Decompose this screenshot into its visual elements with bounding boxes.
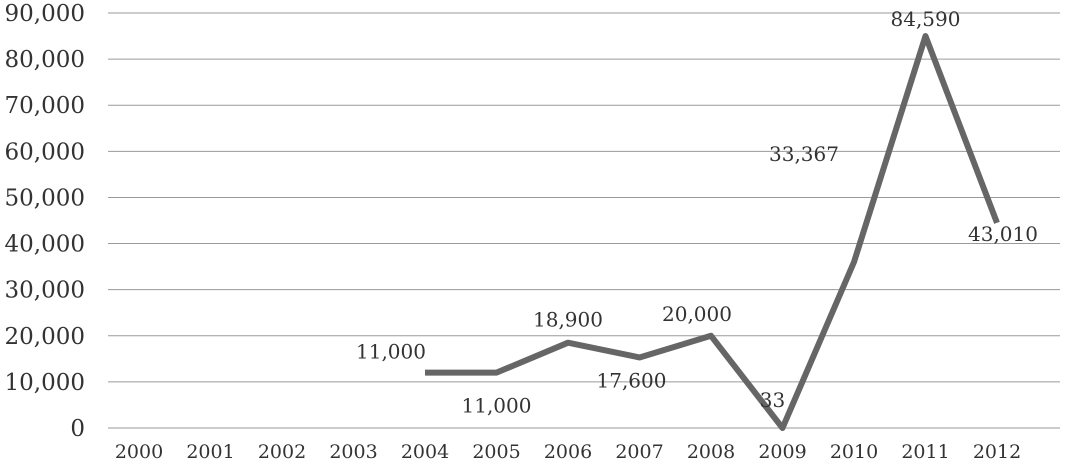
y-tick-label: 10,000 xyxy=(5,370,85,396)
series-lines xyxy=(425,33,1000,431)
y-tick-label: 50,000 xyxy=(5,185,85,211)
y-tick-label: 80,000 xyxy=(5,47,85,73)
data-label: 11,000 xyxy=(462,394,532,418)
x-tick-label: 2009 xyxy=(758,441,806,463)
y-tick-label: 30,000 xyxy=(5,278,85,304)
data-label: 18,900 xyxy=(533,308,603,332)
x-tick-label: 2010 xyxy=(830,441,878,463)
x-tick-label: 2012 xyxy=(973,441,1021,463)
x-tick-label: 2003 xyxy=(329,441,377,463)
y-tick-label: 70,000 xyxy=(5,93,85,119)
y-tick-label: 0 xyxy=(70,416,85,442)
data-label: 43,010 xyxy=(968,222,1038,246)
x-tick-label: 2008 xyxy=(687,441,735,463)
data-label: 33,367 xyxy=(769,142,839,166)
data-label: 33 xyxy=(760,388,785,412)
y-tick-label: 20,000 xyxy=(5,324,85,350)
data-label: 84,590 xyxy=(891,7,961,31)
y-axis-ticks: 0 10,000 20,000 30,000 40,000 50,000 60,000 70,… xyxy=(5,1,85,442)
y-tick-label: 60,000 xyxy=(5,139,85,165)
data-labels: 11,000 11,000 18,900 17,600 20,000 33 33,367 84… xyxy=(356,7,1038,418)
data-label: 20,000 xyxy=(662,302,732,326)
y-tick-label: 90,000 xyxy=(5,1,85,27)
data-label: 11,000 xyxy=(356,340,426,364)
x-tick-label: 2000 xyxy=(115,441,163,463)
x-tick-label: 2007 xyxy=(615,441,663,463)
x-tick-label: 2011 xyxy=(901,441,949,463)
x-tick-label: 2006 xyxy=(544,441,592,463)
x-tick-label: 2005 xyxy=(472,441,520,463)
x-tick-label: 2001 xyxy=(186,441,234,463)
x-tick-label: 2004 xyxy=(401,441,449,463)
x-axis-ticks: 2000 2001 2002 2003 2004 2005 2006 2007 2008 2009… xyxy=(115,441,1021,463)
y-tick-label: 40,000 xyxy=(5,232,85,258)
series-line xyxy=(425,33,1000,431)
gridlines xyxy=(108,12,1060,429)
data-label: 17,600 xyxy=(597,368,667,392)
x-tick-label: 2002 xyxy=(258,441,306,463)
